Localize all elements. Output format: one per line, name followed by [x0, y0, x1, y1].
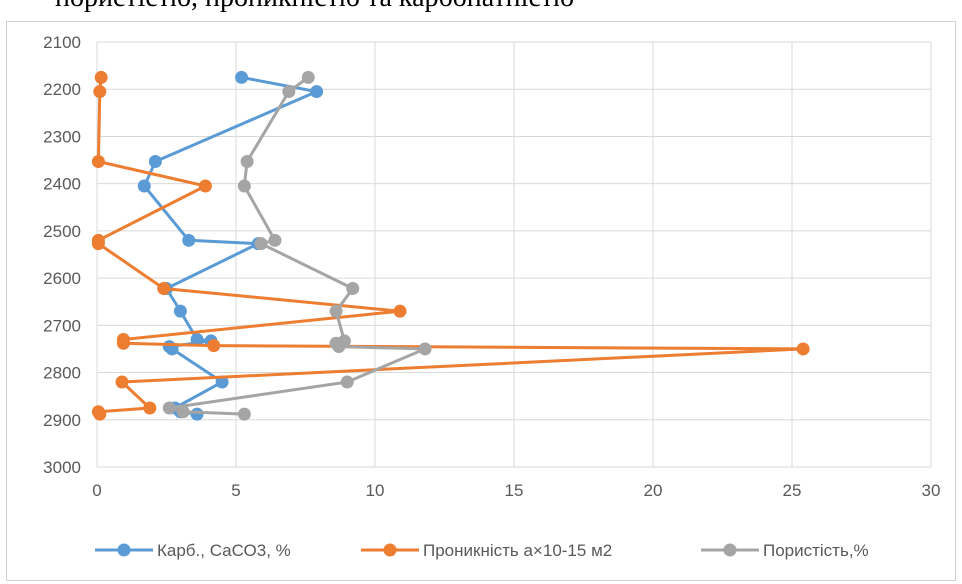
- x-tick-label: 20: [644, 481, 663, 500]
- legend-label: Карб., СаСО3, %: [157, 541, 291, 560]
- data-point: [346, 282, 360, 295]
- series-group: [162, 70, 432, 421]
- series-line: [142, 75, 319, 416]
- data-point: [301, 70, 315, 84]
- series-group: [91, 70, 810, 421]
- data-point: [91, 237, 105, 251]
- data-point: [340, 375, 354, 389]
- y-tick-label: 3000: [43, 458, 81, 477]
- y-tick-label: 2300: [43, 127, 81, 146]
- data-point: [329, 304, 343, 318]
- legend: Карб., СаСО3, % Проникність а×10-15 м2 Пор…: [95, 541, 869, 560]
- axis-ticks: 2100 2200 2300 2400 2500 2600 2700 2800 2900 3000…: [43, 33, 940, 500]
- data-point: [157, 282, 171, 295]
- legend-marker: [383, 543, 397, 557]
- series-line: [167, 76, 427, 416]
- y-tick-label: 2700: [43, 316, 81, 335]
- y-tick-label: 2800: [43, 364, 81, 383]
- y-tick-label: 2200: [43, 80, 81, 99]
- y-tick-label: 2100: [43, 33, 81, 52]
- legend-marker: [723, 543, 737, 557]
- x-tick-label: 30: [922, 481, 941, 500]
- y-tick-label: 2500: [43, 222, 81, 241]
- chart-frame: 2100 2200 2300 2400 2500 2600 2700 2800 2900 3000…: [6, 21, 956, 581]
- data-point: [190, 407, 204, 421]
- x-tick-label: 15: [505, 481, 524, 500]
- data-point: [93, 407, 107, 421]
- data-point: [182, 233, 196, 247]
- data-point: [91, 154, 105, 168]
- data-point: [254, 237, 268, 251]
- y-tick-label: 2900: [43, 411, 81, 430]
- y-tick-label: 2600: [43, 269, 81, 288]
- series-group: [137, 70, 324, 421]
- data-point: [418, 342, 432, 356]
- top-text-strip: пористістю, проникністю та карбонатністю: [0, 0, 962, 22]
- x-tick-label: 25: [783, 481, 802, 500]
- data-point: [116, 336, 130, 350]
- data-point: [190, 333, 204, 346]
- chart: 2100 2200 2300 2400 2500 2600 2700 2800 2900 3000…: [43, 33, 940, 560]
- data-point: [207, 339, 221, 353]
- data-point: [198, 179, 212, 193]
- data-point: [240, 154, 254, 168]
- data-point: [93, 85, 107, 99]
- legend-label: Пористість,%: [763, 541, 869, 560]
- data-point: [115, 375, 129, 389]
- data-point: [332, 340, 346, 354]
- plot-series: [91, 70, 810, 421]
- series-line: [96, 77, 805, 415]
- data-point: [176, 405, 190, 419]
- y-tick-label: 2400: [43, 175, 81, 194]
- data-point: [796, 342, 810, 356]
- data-point: [237, 179, 251, 193]
- data-point: [137, 179, 151, 193]
- x-tick-label: 5: [231, 481, 240, 500]
- document-text-cropped: пористістю, проникністю та карбонатністю: [55, 0, 574, 14]
- legend-label: Проникність а×10-15 м2: [423, 541, 612, 560]
- data-point: [148, 154, 162, 168]
- data-point: [235, 70, 249, 84]
- legend-marker: [117, 543, 131, 557]
- data-point: [310, 85, 324, 99]
- data-point: [94, 70, 108, 84]
- grid: [96, 41, 932, 468]
- data-point: [268, 233, 282, 247]
- data-point: [393, 304, 407, 318]
- x-tick-label: 0: [92, 481, 101, 500]
- data-point: [282, 85, 296, 99]
- data-point: [237, 407, 251, 421]
- data-point: [162, 401, 176, 415]
- data-point: [173, 304, 187, 318]
- x-tick-label: 10: [366, 481, 385, 500]
- data-point: [143, 401, 157, 415]
